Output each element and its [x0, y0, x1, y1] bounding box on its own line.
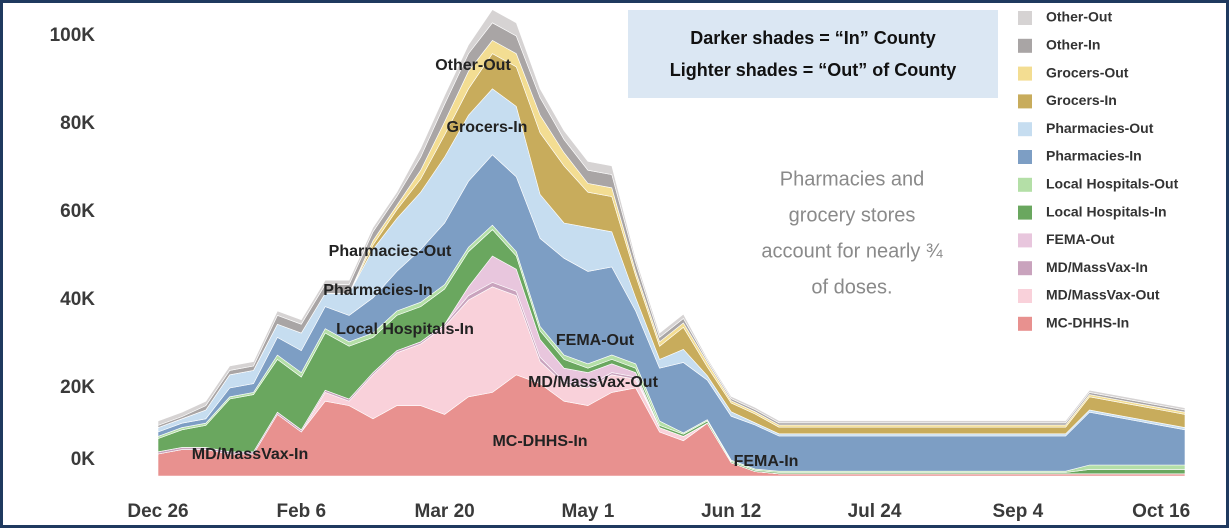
legend-swatch	[1018, 289, 1032, 303]
legend-swatch	[1018, 122, 1032, 137]
note-text: account for nearly ¾	[761, 240, 943, 262]
area-label: Pharmacies-In	[323, 282, 432, 299]
legend-swatch	[1018, 150, 1032, 164]
x-tick-label: Jul 24	[848, 501, 902, 522]
legend-swatch	[1018, 261, 1032, 276]
legend-label: Other-In	[1046, 37, 1100, 53]
x-tick-label: Feb 6	[276, 501, 326, 522]
area-label: Grocers-In	[447, 119, 528, 136]
legend-label: Other-Out	[1046, 9, 1112, 25]
legend-label: FEMA-Out	[1046, 231, 1115, 247]
x-tick-label: Oct 16	[1132, 501, 1190, 522]
callout-box	[628, 10, 998, 98]
legend-label: Local Hospitals-Out	[1046, 176, 1179, 192]
note-text: of doses.	[811, 276, 892, 298]
legend-label: Grocers-Out	[1046, 64, 1129, 80]
area-label: MC-DHHS-In	[492, 433, 587, 450]
legend-swatch	[1018, 316, 1032, 331]
note-text: Pharmacies and	[780, 168, 925, 190]
x-tick-label: Dec 26	[127, 501, 188, 522]
y-tick-label: 0K	[71, 449, 96, 470]
legend-label: MD/MassVax-In	[1046, 259, 1148, 275]
x-tick-label: Sep 4	[992, 501, 1043, 522]
legend-label: MC-DHHS-In	[1046, 315, 1129, 331]
y-tick-label: 100K	[50, 25, 96, 46]
area-label: Other-Out	[435, 57, 511, 74]
area-label: Pharmacies-Out	[329, 243, 452, 260]
legend-label: Pharmacies-Out	[1046, 120, 1154, 136]
areas	[157, 9, 1186, 477]
legend-swatch	[1018, 233, 1032, 248]
legend-label: MD/MassVax-Out	[1046, 287, 1160, 303]
area-label: MD/MassVax-In	[192, 446, 308, 463]
y-tick-label: 60K	[60, 201, 95, 222]
legend-swatch	[1018, 66, 1032, 81]
y-tick-label: 20K	[60, 377, 95, 398]
note-text: grocery stores	[789, 204, 916, 226]
x-tick-label: Mar 20	[415, 501, 475, 522]
legend-swatch	[1018, 94, 1032, 109]
y-tick-label: 80K	[60, 113, 95, 134]
callout-text: Darker shades = “In” County	[690, 28, 936, 48]
legend-swatch	[1018, 177, 1032, 192]
x-tick-label: Jun 12	[701, 501, 761, 522]
legend-label: Local Hospitals-In	[1046, 203, 1167, 219]
legend-swatch	[1018, 205, 1032, 220]
area-label: MD/MassVax-Out	[528, 374, 658, 391]
area-label: Local Hospitals-In	[336, 321, 474, 338]
legend-label: Grocers-In	[1046, 92, 1117, 108]
legend-label: Pharmacies-In	[1046, 148, 1142, 164]
area-label: FEMA-Out	[556, 332, 635, 349]
x-tick-label: May 1	[562, 501, 615, 522]
area-label: FEMA-In	[734, 453, 799, 470]
legend-swatch	[1018, 38, 1032, 53]
legend-swatch	[1018, 11, 1032, 25]
y-tick-label: 40K	[60, 289, 95, 310]
callout-text: Lighter shades = “Out” of County	[670, 60, 957, 80]
area	[157, 9, 1186, 426]
legend-box	[1010, 4, 1224, 344]
